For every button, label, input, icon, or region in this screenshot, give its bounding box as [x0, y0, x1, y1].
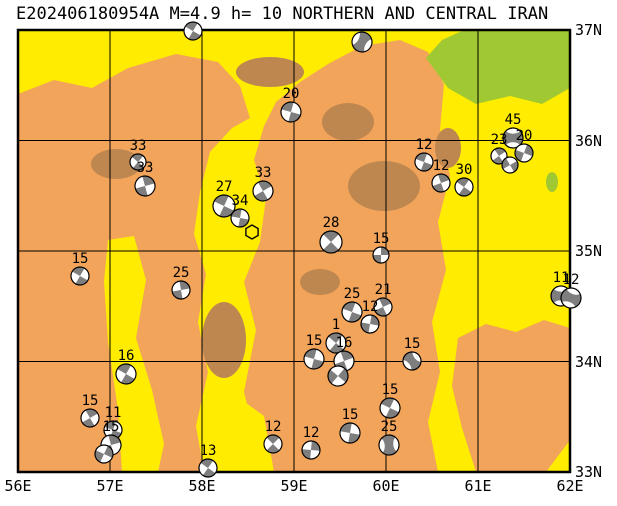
terrain-highland — [91, 149, 141, 179]
depth-label: 15 — [103, 419, 120, 435]
depth-label: 15 — [82, 393, 99, 409]
depth-label: 20 — [516, 128, 533, 144]
focal-mechanism — [431, 173, 451, 193]
depth-label: 11 — [553, 270, 570, 286]
focal-mechanism — [301, 440, 321, 460]
terrain-midland — [244, 40, 450, 472]
terrain-green — [426, 30, 570, 104]
focal-mechanism — [115, 363, 137, 385]
terrain-highland — [300, 269, 340, 295]
focal-mechanism — [454, 177, 474, 197]
focal-mechanism — [212, 194, 236, 218]
depth-label: 15 — [306, 333, 323, 349]
terrain-highland — [202, 302, 246, 378]
depth-label: 16 — [336, 335, 353, 351]
x-axis-label: 56E — [4, 477, 32, 495]
x-axis-label: 57E — [96, 477, 124, 495]
depth-label: 33 — [137, 160, 154, 176]
terrain-highland — [435, 128, 461, 168]
depth-label: 21 — [375, 282, 392, 298]
depth-label: 45 — [505, 112, 522, 128]
focal-mechanism — [339, 422, 361, 444]
focal-mechanism — [414, 152, 434, 172]
focal-mechanism — [378, 434, 400, 456]
depth-label: 25 — [173, 265, 190, 281]
depth-label: 12 — [303, 425, 320, 441]
depth-label: 11 — [105, 405, 122, 421]
terrain-highland — [236, 57, 304, 87]
y-axis-label: 36N — [575, 131, 603, 150]
focal-mechanism — [70, 266, 90, 286]
focal-mechanism — [280, 101, 302, 123]
depth-label: 15 — [342, 407, 359, 423]
depth-label: 13 — [200, 443, 217, 459]
map-frame-border — [16, 28, 572, 474]
focal-mechanism — [372, 246, 390, 264]
y-axis-label: 33N — [575, 463, 603, 481]
depth-label: 25 — [344, 286, 361, 302]
depth-label: 33 — [130, 138, 147, 154]
depth-label: 25 — [381, 419, 398, 435]
y-axis-label: 34N — [575, 352, 603, 371]
depth-label: 15 — [72, 251, 89, 267]
depth-label: 23 — [491, 132, 508, 148]
depth-label: 27 — [216, 179, 233, 195]
focal-mechanism — [341, 301, 363, 323]
depth-label: 12 — [265, 419, 282, 435]
depth-label: 33 — [255, 165, 272, 181]
focal-mechanism — [303, 348, 325, 370]
x-axis-label: 62E — [556, 477, 584, 495]
depth-label: 1 — [332, 317, 340, 333]
epicenter-hexagon — [245, 224, 259, 240]
terrain-highland — [322, 103, 374, 141]
depth-label: 15 — [382, 382, 399, 398]
focal-mechanism — [129, 153, 147, 171]
y-axis-label: 37N — [575, 21, 603, 39]
depth-label: 15 — [373, 231, 390, 247]
focal-mechanism — [134, 175, 156, 197]
focal-mechanism — [230, 208, 250, 228]
focal-mechanism — [360, 314, 380, 334]
focal-mechanism — [252, 180, 274, 202]
focal-mechanism — [325, 332, 347, 354]
depth-label: 12 — [563, 272, 580, 288]
depth-label: 28 — [323, 215, 340, 231]
focal-mechanism — [171, 280, 191, 300]
depth-label: 34 — [232, 193, 249, 209]
depth-label: 12 — [433, 158, 450, 174]
focal-mechanism — [502, 127, 524, 149]
terrain-midland — [452, 320, 570, 472]
figure-title: E202406180954A M=4.9 h= 10 NORTHERN AND … — [16, 4, 549, 24]
depth-label: 30 — [456, 162, 473, 178]
focal-mechanism — [80, 408, 100, 428]
depth-label: 20 — [283, 86, 300, 102]
x-axis-label: 61E — [464, 477, 492, 495]
focal-mechanism — [327, 365, 349, 387]
focal-mechanism — [319, 230, 343, 254]
depth-label: 15 — [404, 336, 421, 352]
focal-mechanism — [198, 458, 218, 478]
terrain-highland — [348, 161, 420, 211]
focal-mechanism — [94, 444, 114, 464]
x-axis-label: 59E — [280, 477, 308, 495]
focal-mechanism — [263, 434, 283, 454]
depth-label: 12 — [362, 299, 379, 315]
depth-label: 12 — [416, 137, 433, 153]
focal-mechanism — [490, 147, 508, 165]
focal-mechanism — [501, 156, 519, 174]
focal-mechanism — [183, 21, 203, 41]
focal-mechanism — [514, 143, 534, 163]
terrain-valley — [104, 236, 164, 472]
map-canvas: 20 33 33 27 33 34 28 15 12 12 30 45 23 20 15 25 25 21 12 1 1… — [16, 21, 583, 478]
depth-label: 16 — [118, 348, 135, 364]
focal-mechanism — [379, 397, 401, 419]
x-axis-label: 58E — [188, 477, 216, 495]
focal-mechanism — [373, 297, 393, 317]
terrain-valley — [222, 400, 274, 472]
y-axis-label: 35N — [575, 242, 603, 260]
terrain-green — [546, 172, 558, 192]
x-axis-label: 60E — [372, 477, 400, 495]
